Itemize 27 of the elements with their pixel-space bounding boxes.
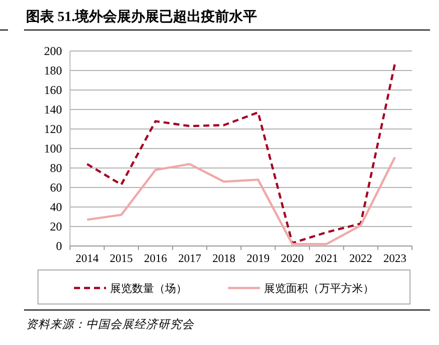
y-tick-label: 100 [44, 142, 62, 156]
x-tick-label: 2016 [144, 253, 168, 265]
y-tick-label: 40 [50, 200, 62, 214]
x-tick-label: 2021 [315, 253, 338, 265]
x-tick-label: 2023 [383, 253, 407, 265]
x-tick-label: 2022 [349, 253, 372, 265]
y-tick-label: 20 [50, 220, 62, 234]
chart-title: 图表 51.境外会展办展已超出疫前水平 [26, 8, 257, 25]
y-tick-label: 140 [44, 102, 62, 117]
x-tick-label: 2015 [110, 253, 134, 265]
x-tick-label: 2018 [212, 253, 236, 265]
y-tick-label: 160 [44, 83, 62, 98]
x-tick-label: 2019 [246, 253, 270, 265]
line-series [86, 62, 396, 244]
y-tick-label: 180 [44, 64, 62, 78]
legend-label: 展览数量（场） [110, 282, 187, 295]
x-tick-label: 2017 [178, 253, 202, 265]
y-tick-label: 80 [50, 161, 62, 176]
text: 资料来源：中国会展经济研究会 [26, 318, 195, 331]
line-series [86, 156, 396, 246]
y-tick-label: 120 [44, 122, 62, 136]
y-tick-label: 60 [50, 180, 62, 195]
x-tick-label: 2014 [76, 253, 99, 265]
y-tick-label: 0 [56, 239, 62, 254]
x-tick-label: 2020 [280, 253, 304, 265]
y-tick-label: 200 [44, 44, 62, 58]
legend-label: 展览面积（万平方米） [264, 282, 374, 295]
